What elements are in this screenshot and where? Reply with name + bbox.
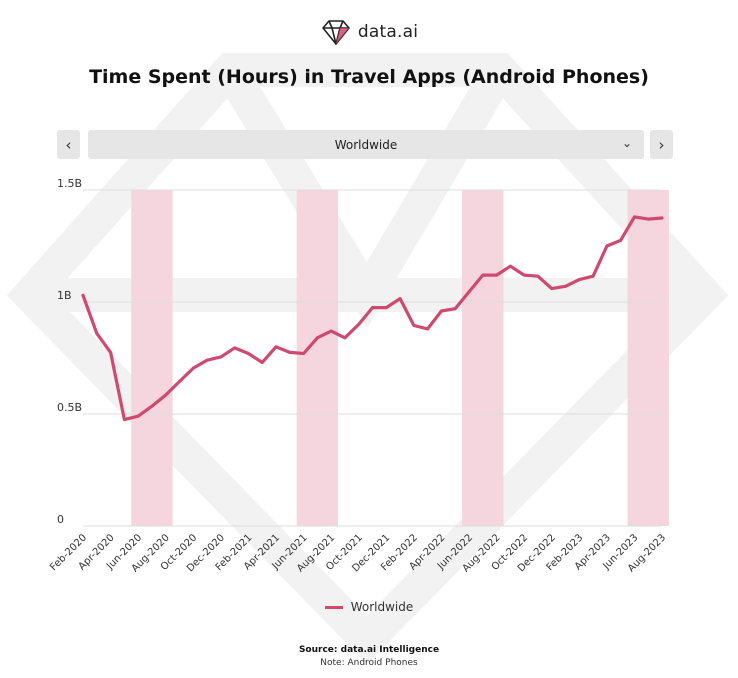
data-point (315, 336, 319, 340)
data-point (150, 404, 154, 408)
y-tick-label: 0 (57, 513, 64, 526)
data-point (357, 323, 361, 326)
data-point (412, 324, 416, 327)
data-point (591, 274, 595, 278)
data-point (453, 307, 457, 311)
highlight-band-1 (131, 190, 173, 526)
data-point (426, 327, 430, 331)
data-point (260, 361, 264, 364)
data-point (550, 287, 554, 290)
legend-label-worldwide: Worldwide (350, 600, 414, 614)
data-point (467, 290, 471, 294)
data-point (329, 329, 333, 333)
data-point (247, 352, 250, 355)
next-button[interactable]: › (650, 130, 673, 159)
brand-name: data.ai (357, 22, 419, 42)
source-text: Source: data.ai Intelligence (298, 645, 440, 655)
chart-legend[interactable]: Worldwide (0, 600, 738, 614)
data-point (633, 215, 636, 219)
data-point (646, 217, 650, 221)
prev-button[interactable]: ‹ (57, 130, 80, 159)
data-point (191, 366, 195, 370)
data-point (398, 297, 402, 301)
chevron-right-icon: › (658, 135, 665, 154)
diamond-logo-icon (322, 20, 350, 45)
data-point (122, 418, 126, 421)
data-point (495, 273, 498, 277)
highlight-band-2 (296, 190, 339, 526)
data-point (205, 358, 209, 362)
line-chart: 00.5B1B1.5BFeb-2020Apr-2020Jun-2020Aug-2… (48, 177, 669, 574)
highlight-band-4 (627, 190, 669, 526)
data-point (371, 306, 374, 309)
data-point (481, 273, 485, 277)
data-point (384, 306, 388, 309)
data-point (95, 331, 99, 335)
data-point (219, 355, 223, 359)
data-point (343, 336, 347, 340)
data-point (440, 309, 443, 313)
chart-title: Time Spent (Hours) in Travel Apps (Andro… (89, 66, 649, 88)
note-text: Note: Android Phones (320, 658, 418, 668)
data-point (136, 414, 140, 418)
data-point (274, 345, 278, 349)
data-point (81, 293, 85, 297)
data-point (508, 264, 512, 268)
data-point (605, 244, 609, 248)
data-point (522, 273, 526, 277)
data-point (577, 278, 581, 281)
chevron-down-icon: ⌄ (621, 136, 632, 150)
y-tick-label: 1.5B (57, 177, 82, 190)
region-dropdown[interactable]: Worldwide ⌄ (88, 130, 644, 159)
data-point (536, 274, 540, 278)
brand-logo: data.ai (0, 18, 738, 46)
data-point (178, 380, 181, 383)
data-point (164, 393, 168, 397)
region-dropdown-value: Worldwide (334, 137, 398, 152)
legend-swatch (324, 605, 343, 609)
data-point (660, 216, 664, 220)
data-point (619, 239, 623, 242)
y-tick-label: 0.5B (57, 401, 82, 414)
data-point (109, 351, 112, 354)
data-point (564, 284, 567, 288)
data-point (288, 351, 292, 354)
chevron-left-icon: ‹ (65, 135, 72, 154)
highlight-band-3 (462, 190, 504, 526)
y-tick-label: 1B (57, 289, 72, 302)
data-point (233, 346, 237, 350)
data-point (302, 352, 305, 355)
